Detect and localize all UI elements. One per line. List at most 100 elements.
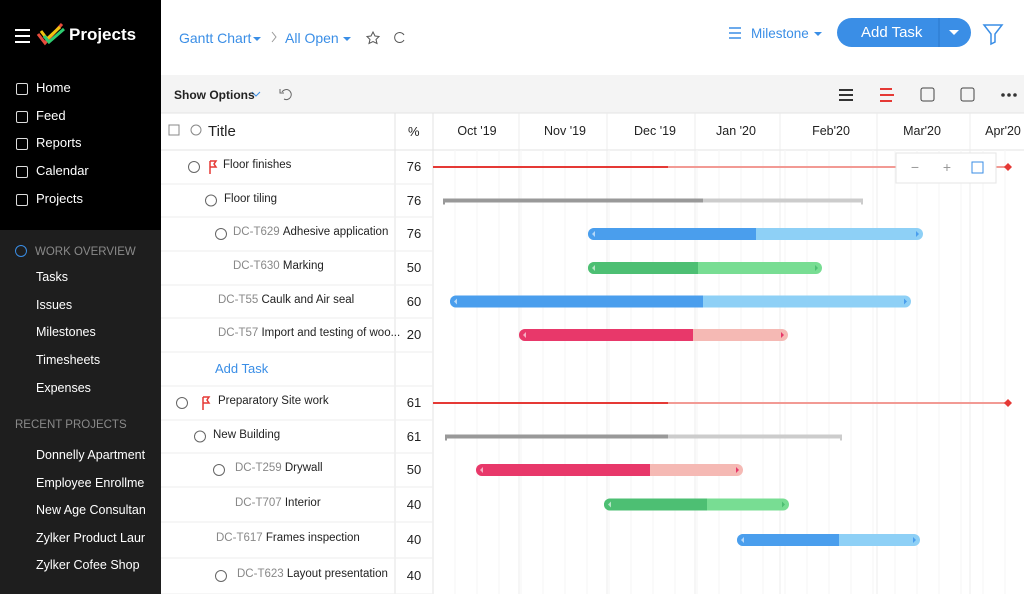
collapse-icon <box>215 228 227 240</box>
add-task-link[interactable]: Add Task <box>215 361 269 376</box>
column-header: Title <box>208 123 236 140</box>
row-title[interactable]: Floor tiling <box>224 193 277 205</box>
nav-item[interactable]: Feed <box>36 107 66 123</box>
task-id: DC-T630 <box>233 260 280 272</box>
group-bar <box>443 198 703 203</box>
nav-icon <box>16 83 28 95</box>
collapse-icon <box>205 194 217 207</box>
task-title[interactable]: Interior <box>284 496 321 509</box>
row-title[interactable]: DC-T57 Import and testing of woo... <box>218 327 400 339</box>
task-title[interactable]: Floor finishes <box>223 159 292 171</box>
task-title[interactable]: Layout presentation <box>286 568 388 580</box>
task-title[interactable]: Marking <box>282 260 324 272</box>
collapse-icon <box>213 464 225 476</box>
project-item[interactable]: New Age Consultancy <box>36 503 145 517</box>
group-bar <box>445 434 668 439</box>
task-bar-progress <box>476 464 650 476</box>
row-title[interactable]: Preparatory Site work <box>218 395 329 407</box>
collapse-icon <box>176 397 188 409</box>
app-title: Projects <box>69 25 137 44</box>
bar-handle <box>782 501 785 508</box>
section-title: WORK OVERVIEW <box>35 246 136 258</box>
milestone-flag <box>209 160 218 174</box>
logo <box>36 22 65 46</box>
milestone-flag <box>202 396 211 410</box>
percent: 20 <box>406 327 422 342</box>
nav-item[interactable]: Calendar <box>36 163 89 179</box>
view-selector[interactable]: Gantt Chart <box>179 30 252 46</box>
task-title[interactable]: Frames inspection <box>265 532 360 544</box>
bar-handle <box>523 332 526 338</box>
timeline-month: Mar'20 <box>903 124 941 138</box>
milestone-icon <box>729 27 741 39</box>
nav-item[interactable]: Milestones <box>36 325 96 340</box>
show-options[interactable]: Show Options <box>174 88 255 102</box>
task-title[interactable]: Caulk and Air seal <box>261 293 355 306</box>
nav-item[interactable]: Issues <box>36 297 73 312</box>
row-title[interactable]: DC-T623 Layout presentation <box>237 568 388 580</box>
nav-item[interactable]: Reports <box>36 135 82 151</box>
nav-item[interactable]: Tasks <box>36 270 68 284</box>
refresh-icon[interactable] <box>394 32 405 43</box>
nav-item[interactable]: Expenses <box>36 380 91 395</box>
project-item[interactable]: Donnelly Apartments <box>36 448 145 462</box>
task-title[interactable]: Drywall <box>284 462 323 474</box>
percent: 60 <box>406 293 422 309</box>
zoom-control <box>895 152 997 184</box>
fit-icon[interactable] <box>971 161 984 174</box>
expand-icon[interactable] <box>960 87 975 102</box>
toolbar-icon[interactable] <box>839 89 853 101</box>
row-title[interactable]: New Building <box>213 429 280 441</box>
row-title[interactable]: Floor finishes <box>223 159 291 171</box>
nav-item[interactable]: Home <box>36 80 71 95</box>
sidebar: Projects Home Feed Reports Calendar Projects W… <box>0 0 161 594</box>
bar-handle <box>815 265 818 271</box>
zoom-in[interactable]: + <box>943 159 951 175</box>
row-title[interactable]: DC-T630 Marking <box>233 260 324 272</box>
nav-item[interactable]: Projects <box>36 190 83 206</box>
milestone-diamond <box>1004 399 1012 407</box>
caret[interactable] <box>949 30 959 35</box>
more-icon[interactable] <box>1001 93 1017 97</box>
row-title[interactable]: DC-T617 Frames inspection <box>216 532 360 544</box>
caret <box>343 37 351 41</box>
group-end <box>861 198 863 205</box>
caret <box>251 91 261 97</box>
task-bar-progress <box>737 534 839 546</box>
bar-handle <box>592 265 595 271</box>
row-title[interactable]: DC-T707 Interior <box>235 497 321 509</box>
task-title[interactable]: Adhesive application <box>282 226 389 238</box>
zoom-out[interactable]: − <box>911 159 919 175</box>
task-title[interactable]: Floor tiling <box>224 192 278 205</box>
project-item[interactable]: Employee Enrollment <box>36 475 145 490</box>
bar-handle <box>781 332 784 338</box>
group-bar <box>703 198 863 203</box>
task-title[interactable]: Preparatory Site work <box>218 395 329 407</box>
task-title[interactable]: Import and testing of woo... <box>261 327 401 339</box>
project-item[interactable]: Zylker Cofee Shop <box>36 558 140 572</box>
milestone-diamond <box>1004 163 1012 171</box>
task-title[interactable]: New Building <box>213 428 281 441</box>
add-task-button[interactable] <box>837 18 971 47</box>
filter-selector[interactable]: All Open <box>285 30 339 46</box>
collapse-icon[interactable] <box>15 245 27 257</box>
group-selector[interactable]: Milestone <box>751 26 809 41</box>
toolbar-icon[interactable] <box>880 88 894 102</box>
star-icon[interactable] <box>365 30 381 45</box>
caret <box>814 32 822 36</box>
percent: 61 <box>406 395 422 410</box>
undo-icon[interactable] <box>279 89 292 101</box>
row-title[interactable]: DC-T55 Caulk and Air seal <box>218 294 354 306</box>
filter-icon[interactable] <box>982 24 1004 46</box>
percent: 61 <box>406 428 422 444</box>
menu-icon[interactable] <box>15 29 30 43</box>
row-title[interactable]: DC-T629 Adhesive application <box>233 226 388 238</box>
task-id: DC-T617 <box>216 532 263 544</box>
nav-item[interactable]: Timesheets <box>36 353 101 368</box>
project-item[interactable]: Zylker Product Launch <box>36 530 145 545</box>
calendar-icon[interactable] <box>920 87 935 102</box>
row-title[interactable]: DC-T259 Drywall <box>235 462 323 474</box>
row-title[interactable]: Add Task <box>215 361 268 376</box>
